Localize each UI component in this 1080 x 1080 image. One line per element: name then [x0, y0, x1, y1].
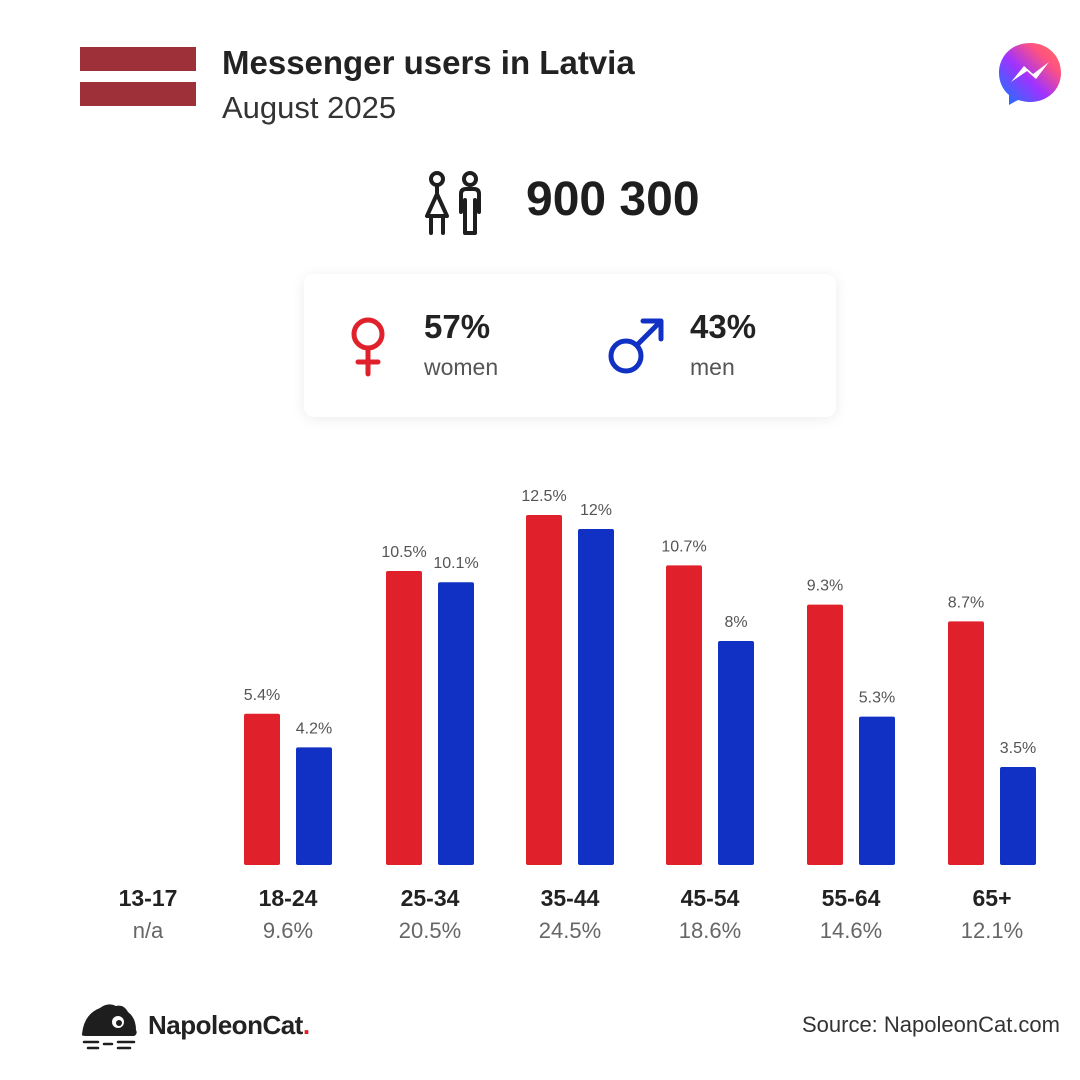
women-label: women: [424, 354, 499, 380]
value-label-men-35-44: 12%: [580, 502, 612, 519]
age-group-label-13-17: 13-17: [119, 885, 178, 911]
age-group-total-35-44: 24.5%: [539, 918, 601, 943]
men-percentage: 43%: [690, 308, 757, 345]
age-group-label-35-44: 35-44: [541, 885, 600, 911]
male-symbol-icon: [608, 318, 664, 374]
source-text: Source: NapoleonCat.com: [801, 1012, 1060, 1037]
value-label-men-65plus: 3.5%: [1000, 740, 1036, 757]
bar-men-18-24: [296, 747, 332, 865]
age-group-total-45-54: 18.6%: [679, 918, 741, 943]
napoleoncat-logo-icon: [81, 1004, 137, 1050]
age-group-total-13-17: n/a: [133, 918, 164, 943]
value-label-women-35-44: 12.5%: [521, 488, 566, 505]
total-users: 900 300: [526, 173, 700, 226]
footer-brand: NapoleonCat.: [148, 1010, 310, 1041]
value-label-women-65plus: 8.7%: [948, 594, 984, 611]
age-group-total-55-64: 14.6%: [820, 918, 882, 943]
value-label-women-55-64: 9.3%: [807, 578, 843, 595]
age-gender-bar-chart: 13-17 n/a 5.4% 4.2% 18-24 9.6% 10.5% 10.1% 25-34…: [119, 488, 1037, 943]
brand-name: NapoleonCat: [148, 1010, 303, 1040]
bar-men-25-34: [438, 582, 474, 865]
value-label-men-45-54: 8%: [724, 614, 747, 631]
age-group-label-65plus: 65+: [972, 885, 1011, 911]
women-percentage: 57%: [424, 308, 491, 345]
value-label-women-45-54: 10.7%: [661, 538, 706, 555]
bar-men-65plus: [1000, 767, 1036, 865]
brand-dot: .: [302, 1010, 310, 1040]
age-group-label-45-54: 45-54: [681, 885, 740, 911]
age-group-label-55-64: 55-64: [822, 885, 881, 911]
bar-women-45-54: [666, 565, 702, 865]
value-label-women-25-34: 10.5%: [381, 544, 426, 561]
bar-women-65plus: [948, 621, 984, 865]
age-group-total-25-34: 20.5%: [399, 918, 461, 943]
value-label-men-25-34: 10.1%: [433, 555, 478, 572]
flag-band-bottom: [80, 82, 196, 106]
page-title: Messenger users in Latvia: [222, 44, 635, 81]
age-group-total-65plus: 12.1%: [961, 918, 1023, 943]
flag-band-top: [80, 47, 196, 71]
female-symbol-icon: [351, 317, 385, 377]
value-label-men-55-64: 5.3%: [859, 690, 895, 707]
age-group-total-18-24: 9.6%: [263, 918, 313, 943]
value-label-men-18-24: 4.2%: [296, 720, 332, 737]
value-label-women-18-24: 5.4%: [244, 687, 280, 704]
bar-men-45-54: [718, 641, 754, 865]
messenger-logo-icon: [999, 43, 1061, 105]
bar-men-35-44: [578, 529, 614, 865]
people-icon: [425, 171, 481, 235]
latvia-flag-icon: [80, 47, 196, 106]
bar-women-35-44: [526, 515, 562, 865]
bar-women-18-24: [244, 713, 280, 865]
age-group-label-25-34: 25-34: [401, 885, 460, 911]
bar-men-55-64: [859, 716, 895, 865]
bar-women-55-64: [807, 604, 843, 865]
bar-women-25-34: [386, 571, 422, 865]
age-group-label-18-24: 18-24: [259, 885, 318, 911]
flag-band-middle: [80, 71, 196, 82]
men-label: men: [690, 354, 735, 380]
page-subtitle: August 2025: [222, 90, 397, 125]
gender-card: 57% women 43% men: [304, 274, 836, 417]
